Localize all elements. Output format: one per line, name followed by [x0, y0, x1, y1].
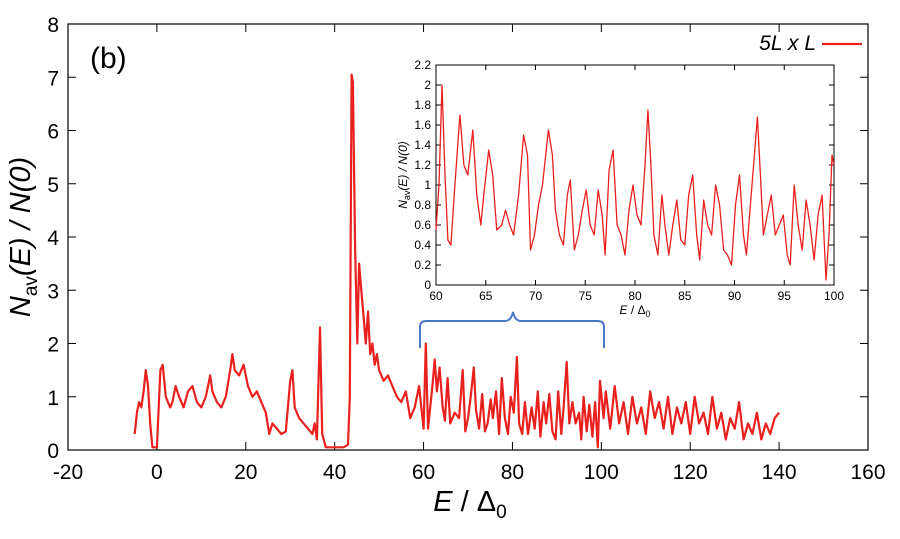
y-tick-label: 7	[47, 67, 59, 90]
x-tick-label: 60	[412, 461, 435, 484]
x-tick-label: 140	[762, 461, 797, 484]
x-tick-label: 90	[728, 289, 742, 303]
inset-ticks	[435, 64, 835, 286]
x-tick-label: 85	[678, 289, 692, 303]
inset-x-axis-label: E / Δ0	[619, 303, 650, 319]
main-ticks	[67, 23, 869, 451]
inset-y-label-rest: (E) / N(0)	[396, 141, 410, 190]
y-label-n: N	[5, 296, 37, 317]
y-tick-label: 1.8	[414, 98, 431, 112]
x-tick-label: 70	[529, 289, 543, 303]
inset-y-label-n: N	[396, 200, 410, 209]
inset-x-label-sub: 0	[646, 309, 651, 319]
y-tick-label: 2.2	[414, 58, 431, 72]
inset-y-label-sub: av	[402, 190, 412, 200]
y-axis-label: Nav(E) / N(0)	[5, 157, 42, 317]
inset-range-brace	[419, 311, 605, 348]
x-tick-label: 60	[429, 289, 443, 303]
x-tick-label: 160	[850, 461, 885, 484]
x-label-e: E	[433, 486, 453, 518]
x-tick-label: 80	[501, 461, 524, 484]
x-label-sub: 0	[496, 502, 507, 523]
y-tick-label: 3	[47, 280, 59, 303]
y-tick-label: 0.6	[414, 218, 431, 232]
y-tick-label: 1	[47, 387, 59, 410]
panel-label: (b)	[90, 42, 127, 75]
svg-text:Nav(E) / N(0): Nav(E) / N(0)	[396, 141, 412, 209]
y-tick-label: 4	[47, 227, 59, 250]
inset-series-line	[435, 84, 835, 281]
y-tick-label: 5	[47, 174, 59, 197]
x-tick-label: 20	[234, 461, 257, 484]
y-tick-label: 0	[424, 278, 431, 292]
x-tick-label: 40	[323, 461, 346, 484]
y-tick-label: 6	[47, 121, 59, 144]
x-tick-label: 75	[579, 289, 593, 303]
x-tick-label: 100	[584, 461, 619, 484]
y-tick-label: 1.2	[414, 158, 431, 172]
y-label-sub: av	[21, 276, 42, 297]
x-axis-label: E / Δ0	[433, 486, 506, 523]
svg-text:Nav(E) / N(0): Nav(E) / N(0)	[5, 157, 42, 317]
y-tick-label: 0.4	[414, 238, 431, 252]
main-series-line	[133, 73, 780, 449]
y-tick-label: 1	[424, 178, 431, 192]
inset-tick-labels: 60 65 70 75 80 85 90 95 100 0 0.2 0.4 0.6 0.8 1 1.2 1.4 1…	[414, 58, 844, 303]
x-tick-label: 100	[824, 289, 844, 303]
y-tick-label: 8	[47, 14, 59, 37]
y-label-rest: (E) / N(0)	[5, 157, 37, 276]
x-tick-label: 65	[479, 289, 493, 303]
x-tick-label: 80	[628, 289, 642, 303]
inset-x-label-delta: / Δ	[627, 303, 645, 317]
y-tick-label: 0.2	[414, 258, 431, 272]
inset-y-axis-label: Nav(E) / N(0)	[396, 141, 412, 209]
y-tick-label: 1.6	[414, 118, 431, 132]
x-tick-label: 120	[673, 461, 708, 484]
legend-label: 5L x L	[759, 32, 816, 55]
y-tick-label: 0	[47, 440, 59, 463]
inset-background	[436, 65, 834, 285]
y-tick-label: 2	[424, 78, 431, 92]
y-tick-label: 2	[47, 334, 59, 357]
x-label-delta: / Δ	[453, 486, 497, 518]
y-tick-label: 0.8	[414, 198, 431, 212]
x-tick-label: 95	[778, 289, 792, 303]
inset-x-label-e: E	[619, 303, 628, 317]
y-tick-label: 1.4	[414, 138, 431, 152]
x-tick-label: 0	[151, 461, 163, 484]
x-tick-label: -20	[53, 461, 83, 484]
